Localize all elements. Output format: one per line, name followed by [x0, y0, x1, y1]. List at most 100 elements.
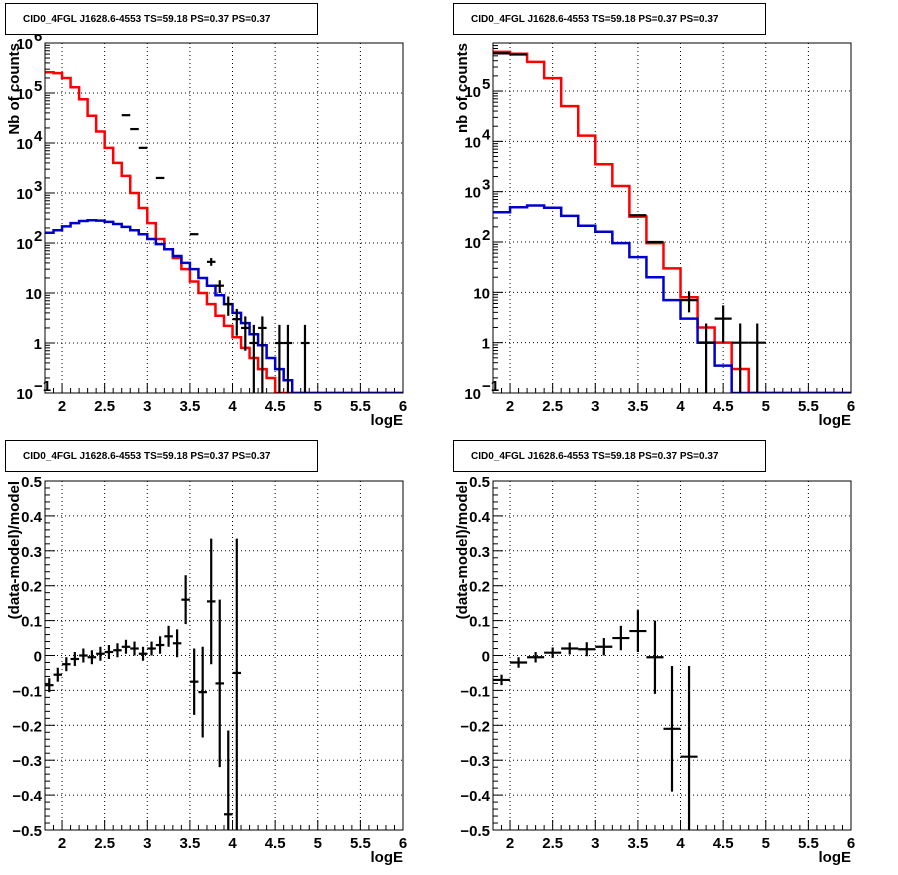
x-tick-label: 2.5	[542, 398, 563, 415]
x-axis-title: logE	[819, 412, 852, 429]
y-tick-label: −0.4	[12, 788, 42, 805]
plot-area	[45, 538, 242, 830]
x-tick-label: 5.5	[350, 398, 371, 415]
y-tick-label: −0.5	[12, 823, 42, 840]
y-tick-label: 1	[34, 336, 42, 353]
data-point	[527, 652, 545, 663]
x-tick-label: 4.5	[713, 398, 734, 415]
x-tick-label: 6	[847, 835, 855, 852]
x-tick-label: 5.5	[350, 835, 371, 852]
x-tick-label: 2.5	[94, 835, 115, 852]
chart-title: CID0_4FGL J1628.6-4553 TS=59.18 PS=0.37 …	[471, 14, 719, 25]
y-tick-exponent: 2	[34, 228, 42, 245]
data-point	[663, 665, 681, 792]
data-point	[181, 575, 190, 625]
plot-area	[493, 50, 851, 393]
y-tick-exponent: −1	[482, 378, 499, 395]
histogram-model	[493, 50, 851, 393]
y-tick-label: 0.3	[21, 544, 42, 561]
data-point	[224, 296, 233, 316]
y-tick-label: 10	[16, 36, 33, 53]
title-box	[453, 440, 766, 472]
data-point	[155, 636, 165, 654]
data-point	[578, 642, 596, 657]
x-tick-label: 5	[314, 835, 322, 852]
data-point	[215, 599, 224, 768]
y-axis-title: nb of counts	[454, 43, 471, 133]
data-point	[258, 316, 267, 393]
title-box	[5, 440, 318, 472]
y-tick-label: 10	[473, 285, 490, 302]
y-tick-label: −0.5	[460, 823, 490, 840]
chart-panel-residuals-left: 2 2.5 3 3.5 4 4.5 5 5.5 6 −0.5 −0.4 −0.3 −0.2 −0.1 0 0.…	[5, 440, 407, 866]
x-tick-label: 6	[399, 398, 407, 415]
data-point	[275, 324, 284, 393]
y-tick-label: 0.4	[469, 509, 491, 526]
y-tick-label: −0.3	[12, 753, 42, 770]
data-point	[561, 642, 579, 655]
x-tick-label: 2.5	[542, 835, 563, 852]
data-point	[283, 324, 293, 393]
data-point	[172, 629, 182, 658]
data-point	[164, 625, 173, 647]
x-tick-label: 5	[314, 398, 322, 415]
y-tick-label: 10	[464, 134, 481, 151]
plot-area	[45, 71, 403, 393]
data-point	[215, 280, 224, 293]
plot-border	[492, 42, 852, 394]
data-point	[300, 324, 310, 393]
x-tick-label: 6	[847, 398, 855, 415]
x-tick-label: 2.5	[94, 398, 115, 415]
data-point	[714, 305, 732, 343]
chart-title: CID0_4FGL J1628.6-4553 TS=59.18 PS=0.37 …	[23, 451, 271, 462]
data-point	[748, 323, 766, 393]
y-tick-label: 10	[464, 84, 481, 101]
x-tick-label: 5	[762, 835, 770, 852]
data-point	[206, 538, 216, 665]
y-tick-label: 0.1	[21, 614, 42, 631]
y-tick-exponent: 5	[482, 76, 490, 93]
x-tick-label: 4	[228, 835, 237, 852]
data-point	[87, 650, 97, 665]
y-tick-label: 10	[25, 286, 42, 303]
plot-frame	[44, 42, 404, 394]
y-tick-label: 10	[16, 386, 33, 403]
x-tick-label: 2	[506, 398, 514, 415]
x-tick-label: 4.5	[265, 835, 286, 852]
y-tick-label: −0.1	[12, 683, 42, 700]
x-tick-label: 4	[228, 398, 237, 415]
data-point	[138, 646, 148, 661]
y-tick-exponent: 5	[34, 78, 42, 95]
x-tick-label: 5.5	[798, 398, 819, 415]
data-point	[79, 648, 88, 663]
x-tick-label: 5.5	[798, 835, 819, 852]
y-tick-label: 0.3	[469, 544, 490, 561]
x-tick-label: 4	[676, 835, 685, 852]
y-tick-label: 10	[464, 235, 481, 252]
x-tick-label: 3.5	[627, 835, 648, 852]
y-tick-label: 0.5	[21, 474, 42, 491]
data-point	[147, 641, 156, 656]
y-tick-label: 0	[34, 649, 42, 666]
y-axis-title: (data-model)/model	[454, 481, 471, 619]
histogram-component	[493, 204, 851, 393]
plot-frame	[492, 42, 852, 394]
y-tick-exponent: −1	[34, 378, 51, 395]
data-point	[104, 645, 114, 659]
y-tick-label: 0.5	[469, 474, 490, 491]
data-point	[249, 324, 259, 393]
data-point	[70, 652, 80, 666]
x-tick-label: 2	[58, 835, 66, 852]
y-axis-title: (data-model)/model	[6, 481, 23, 619]
y-tick-label: −0.1	[460, 683, 490, 700]
data-point	[680, 291, 698, 313]
data-point	[189, 648, 199, 715]
x-tick-label: 3	[591, 835, 599, 852]
plot-frame	[44, 480, 404, 831]
title-box	[453, 3, 766, 35]
plot-border	[492, 480, 852, 831]
x-tick-label: 3.5	[179, 835, 200, 852]
x-axis-title: logE	[371, 849, 404, 866]
